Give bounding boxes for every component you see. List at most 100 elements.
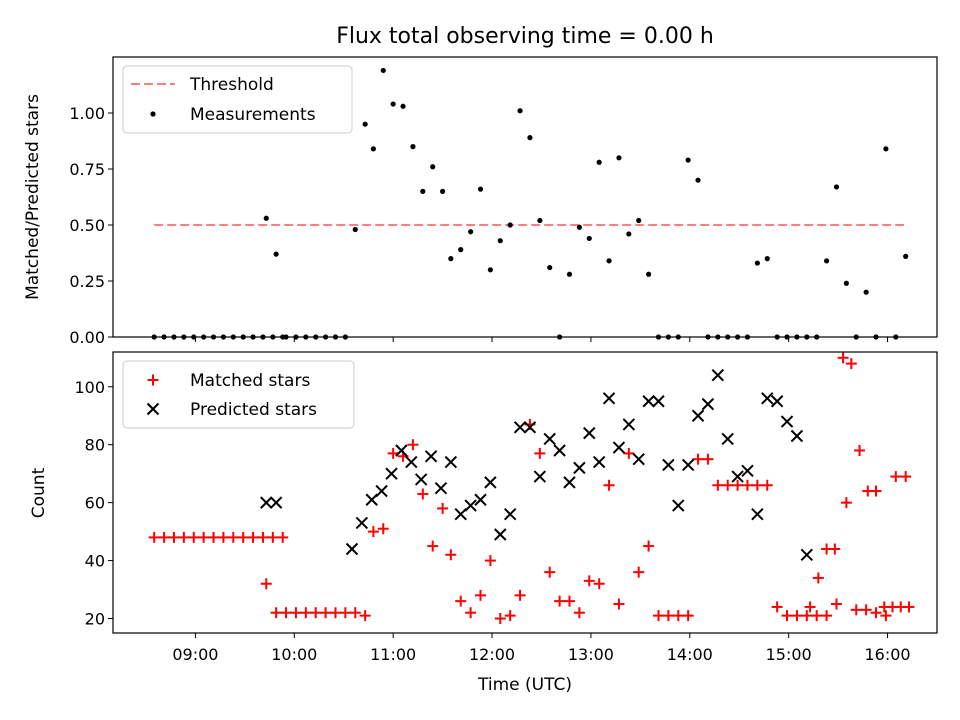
matched-star-marker	[260, 578, 272, 590]
matched-star-marker	[277, 531, 289, 543]
predicted-star-marker	[573, 461, 586, 475]
predicted-star-marker	[642, 395, 655, 408]
top-axes-frame	[112, 56, 938, 338]
matched-star-marker	[583, 575, 595, 587]
predicted-star-marker	[375, 484, 388, 498]
matched-star-marker	[623, 447, 635, 459]
matched-star-marker	[504, 610, 516, 622]
measurement-point	[626, 231, 632, 237]
matched-star-marker	[860, 604, 872, 616]
predicted-star-d2	[355, 516, 369, 530]
predicted-star-d2	[444, 455, 458, 469]
matched-star-marker	[554, 595, 566, 607]
predicted-star-marker	[800, 548, 814, 561]
measurement-point	[863, 289, 869, 295]
measurement-point	[616, 155, 622, 161]
predicted-star-marker	[543, 432, 556, 446]
measurement-point	[440, 188, 446, 194]
predicted-star-marker	[701, 397, 715, 411]
measurement-point	[566, 271, 573, 277]
matched-star-marker	[830, 598, 842, 610]
predicted-star-d2	[563, 476, 576, 489]
predicted-star-d2	[592, 455, 606, 469]
predicted-star-marker	[711, 368, 725, 382]
matched-star-marker	[563, 595, 575, 607]
matched-star-marker	[603, 479, 615, 491]
matched-star-marker	[672, 610, 684, 622]
bottom-x-tick-label: 10:00	[271, 645, 317, 664]
measurement-point	[606, 258, 612, 264]
measurement-point	[883, 146, 889, 152]
predicted-star-marker	[434, 481, 448, 495]
matched-star-marker	[903, 601, 915, 613]
predicted-star-d2	[672, 499, 685, 512]
predicted-star-d2	[622, 418, 636, 431]
matched-star-marker	[771, 601, 783, 613]
measurement-point	[646, 271, 652, 277]
measurement-point	[636, 217, 642, 224]
matched-star-marker	[682, 610, 694, 622]
matched-star-marker	[593, 578, 605, 590]
matched-star-marker	[829, 543, 841, 555]
predicted-star-d2	[523, 421, 537, 434]
predicted-star-d2	[553, 444, 566, 457]
predicted-star-marker	[652, 395, 665, 408]
predicted-star-marker	[751, 508, 764, 521]
legend-threshold-label: Threshold	[189, 75, 274, 95]
matched-star-marker	[870, 485, 882, 497]
matched-star-marker	[270, 607, 282, 619]
bottom-x-tick-label: 11:00	[370, 645, 416, 664]
bottom-x-tick-label: 15:00	[766, 645, 812, 664]
predicted-star-d2	[385, 467, 398, 480]
predicted-star-d2	[652, 395, 665, 408]
predicted-star-marker	[681, 458, 695, 472]
predicted-star-d2	[721, 432, 734, 446]
matched-star-marker	[613, 598, 625, 610]
predicted-star-marker	[269, 496, 283, 509]
matched-star-marker	[227, 531, 239, 543]
predicted-star-d2	[375, 484, 388, 498]
matched-star-marker	[455, 595, 467, 607]
matched-star-marker	[417, 488, 429, 500]
predicted-star-marker	[672, 499, 685, 512]
x-axis-label: Time (UTC)	[477, 675, 572, 695]
predicted-star-marker	[691, 409, 705, 422]
bottom-axes-frame	[112, 351, 938, 634]
predicted-star-d2	[701, 397, 715, 411]
predicted-star-d2	[780, 415, 794, 428]
matched-star-marker	[407, 439, 419, 451]
predicted-star-marker	[395, 444, 408, 457]
matched-star-marker	[208, 531, 220, 543]
matched-star-marker	[320, 607, 332, 619]
matched-star-marker	[840, 497, 852, 509]
measurement-point	[420, 188, 426, 194]
matched-star-marker	[359, 610, 371, 622]
legend-measurements-swatch	[150, 111, 156, 117]
matched-star-marker	[178, 531, 190, 543]
predicted-star-d2	[260, 496, 273, 509]
matched-star-marker	[267, 531, 279, 543]
predicted-star-d2	[513, 421, 527, 434]
measurement-point	[695, 177, 701, 183]
measurement-point	[517, 108, 523, 114]
predicted-star-d2	[345, 542, 359, 556]
measurement-point	[576, 224, 582, 230]
matched-star-marker	[890, 471, 902, 483]
matched-star-marker	[280, 607, 292, 619]
predicted-star-marker	[721, 432, 734, 446]
matched-star-marker	[158, 531, 170, 543]
predicted-star-marker	[761, 392, 774, 405]
predicted-star-d2	[761, 392, 774, 405]
predicted-star-d2	[642, 395, 655, 408]
top-panel: 0.00 0.25 0.50 0.75 1.00 Threshold Measurement…	[69, 56, 938, 347]
predicted-star-d2	[494, 528, 507, 541]
matched-star-marker	[880, 610, 892, 622]
measurement-point	[362, 121, 368, 127]
matched-star-marker	[751, 479, 763, 491]
matched-star-marker	[692, 453, 704, 465]
matched-star-marker	[217, 531, 229, 543]
matched-star-marker	[310, 607, 322, 619]
predicted-star-d2	[365, 493, 378, 506]
bottom-x-tick-label: 16:00	[865, 645, 911, 664]
matched-star-marker	[300, 607, 312, 619]
